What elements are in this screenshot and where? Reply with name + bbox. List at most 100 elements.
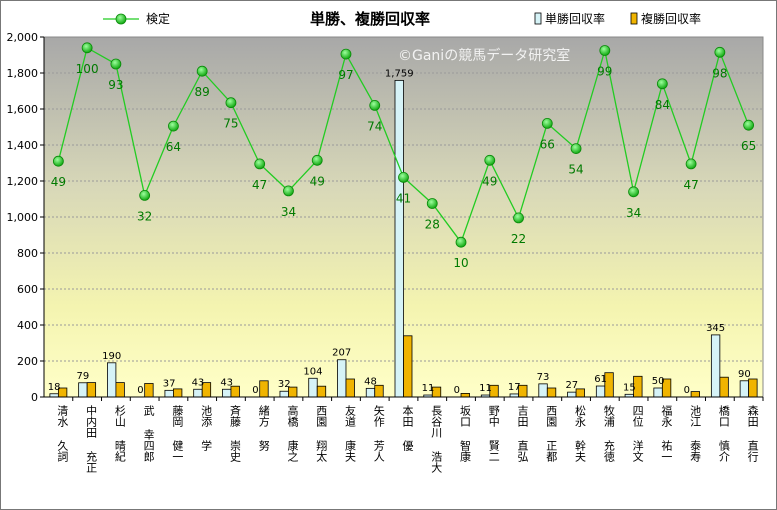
bar-tansho: [193, 388, 203, 398]
category-label: 武 幸四郎: [142, 405, 155, 462]
bar-data-label: 0: [684, 385, 690, 396]
check-point-label: 41: [396, 191, 411, 205]
check-point: [685, 158, 697, 170]
legend-label-tansho: 単勝回収率: [545, 11, 605, 26]
x-axis: 清水 久詞 中内田 充正 杉山 晴紀 武 幸四郎 藤岡 健一 池添 学 斉藤 崇史 緒方 努 高…: [44, 396, 764, 473]
check-point: [311, 154, 323, 166]
check-point-label: 28: [425, 218, 440, 232]
bar-fukusho: [86, 382, 97, 398]
bar-data-label: 0: [252, 385, 258, 396]
bar-data-label: 207: [332, 348, 351, 359]
legend-label-fukusho: 複勝回収率: [641, 11, 701, 26]
category-label: 牧浦 充徳: [602, 404, 615, 463]
y-tick-label: 1,800: [7, 67, 39, 80]
legend: 検定 単勝回収率 複勝回収率: [103, 11, 701, 26]
bar-data-label: 1,759: [385, 68, 414, 79]
legend-swatch-fukusho: [630, 12, 638, 25]
check-point-label: 65: [741, 139, 756, 153]
category-label: 清水 久詞: [56, 405, 69, 462]
bar-tansho: [567, 391, 577, 398]
check-point: [628, 186, 639, 198]
category-label: 松永 幹夫: [574, 404, 587, 463]
category-label: 矢作 芳人: [372, 404, 385, 462]
bar-fukusho: [345, 378, 355, 398]
check-point-label: 98: [712, 66, 727, 80]
check-point-label: 22: [511, 232, 526, 246]
check-point: [110, 58, 122, 70]
check-point-label: 49: [51, 175, 66, 189]
bar-fukusho: [748, 378, 758, 398]
check-point: [714, 46, 726, 58]
category-label: 斉藤 崇史: [228, 404, 241, 463]
bar-tansho: [394, 79, 404, 398]
bar-data-label: 345: [706, 323, 725, 334]
category-label: 吉田 直弘: [516, 405, 529, 462]
y-tick-label: 200: [17, 355, 38, 368]
check-point: [369, 100, 381, 111]
category-label: 森田 直行: [746, 404, 759, 463]
y-tick-label: 1,600: [7, 103, 39, 116]
bar-data-label: 50: [652, 376, 665, 387]
watermark: ©Ganiの競馬データ研究室: [398, 47, 570, 64]
bar-data-label: 61: [594, 374, 607, 385]
bar-data-label: 43: [220, 377, 233, 388]
check-point-label: 54: [568, 163, 583, 177]
bar-tansho: [653, 387, 663, 398]
y-tick-label: 800: [17, 247, 38, 260]
category-label: 本田 優: [401, 404, 414, 452]
bar-tansho: [739, 380, 750, 398]
bar-tansho: [337, 359, 347, 398]
bar-data-label: 104: [303, 366, 322, 377]
category-label: 西園 正都: [545, 405, 558, 462]
category-label: 橋口 慎介: [717, 404, 730, 462]
bar-data-label: 190: [102, 351, 121, 362]
bar-data-label: 11: [422, 383, 435, 394]
bar-data-label: 37: [163, 378, 176, 389]
category-label: 西園 翔太: [315, 405, 328, 463]
category-label: 中内田 充正: [85, 405, 98, 473]
bar-fukusho: [144, 383, 154, 398]
bar-data-label: 48: [364, 376, 377, 387]
bar-tansho: [78, 382, 88, 398]
check-point-label: 34: [281, 205, 296, 219]
check-point-label: 64: [166, 140, 181, 154]
check-point-label: 10: [453, 256, 468, 270]
category-label: 杉山 晴紀: [113, 404, 126, 462]
category-label: 池添 学: [200, 405, 213, 451]
bar-fukusho: [403, 335, 413, 398]
check-point-label: 93: [108, 78, 123, 92]
bar-fukusho: [690, 391, 700, 398]
check-point: [455, 236, 467, 248]
check-point-label: 89: [195, 85, 210, 99]
check-point-label: 66: [540, 137, 555, 151]
check-point: [398, 171, 409, 183]
check-point: [541, 118, 553, 129]
check-point: [139, 189, 151, 201]
check-point: [196, 65, 208, 77]
check-point-label: 47: [683, 178, 698, 192]
check-point: [52, 155, 64, 167]
bar-data-label: 11: [479, 383, 492, 394]
bar-tansho: [710, 334, 721, 398]
bar-tansho: [538, 383, 548, 398]
check-point-label: 32: [137, 209, 152, 223]
bars: 18 79 190 0 37 43 43 0 32 104 207 48 1,759 11 0 11 17 73 2…: [48, 68, 758, 398]
bar-data-label: 27: [565, 380, 578, 391]
check-point-label: 34: [626, 206, 641, 220]
check-point: [513, 212, 524, 224]
category-label: 池江 泰寿: [689, 405, 702, 462]
check-point-label: 100: [76, 62, 99, 76]
bar-tansho: [222, 388, 232, 398]
bar-tansho: [595, 385, 606, 398]
bar-data-label: 73: [537, 372, 550, 383]
y-tick-label: 0: [31, 391, 38, 404]
bar-tansho: [279, 390, 289, 398]
check-point: [570, 143, 582, 155]
check-point-label: 49: [482, 174, 497, 188]
check-point-label: 97: [338, 68, 353, 82]
check-point-label: 74: [367, 119, 382, 133]
check-point: [283, 185, 294, 197]
bar-data-label: 79: [77, 371, 90, 382]
chart-title: 単勝、複勝回収率: [310, 10, 430, 28]
